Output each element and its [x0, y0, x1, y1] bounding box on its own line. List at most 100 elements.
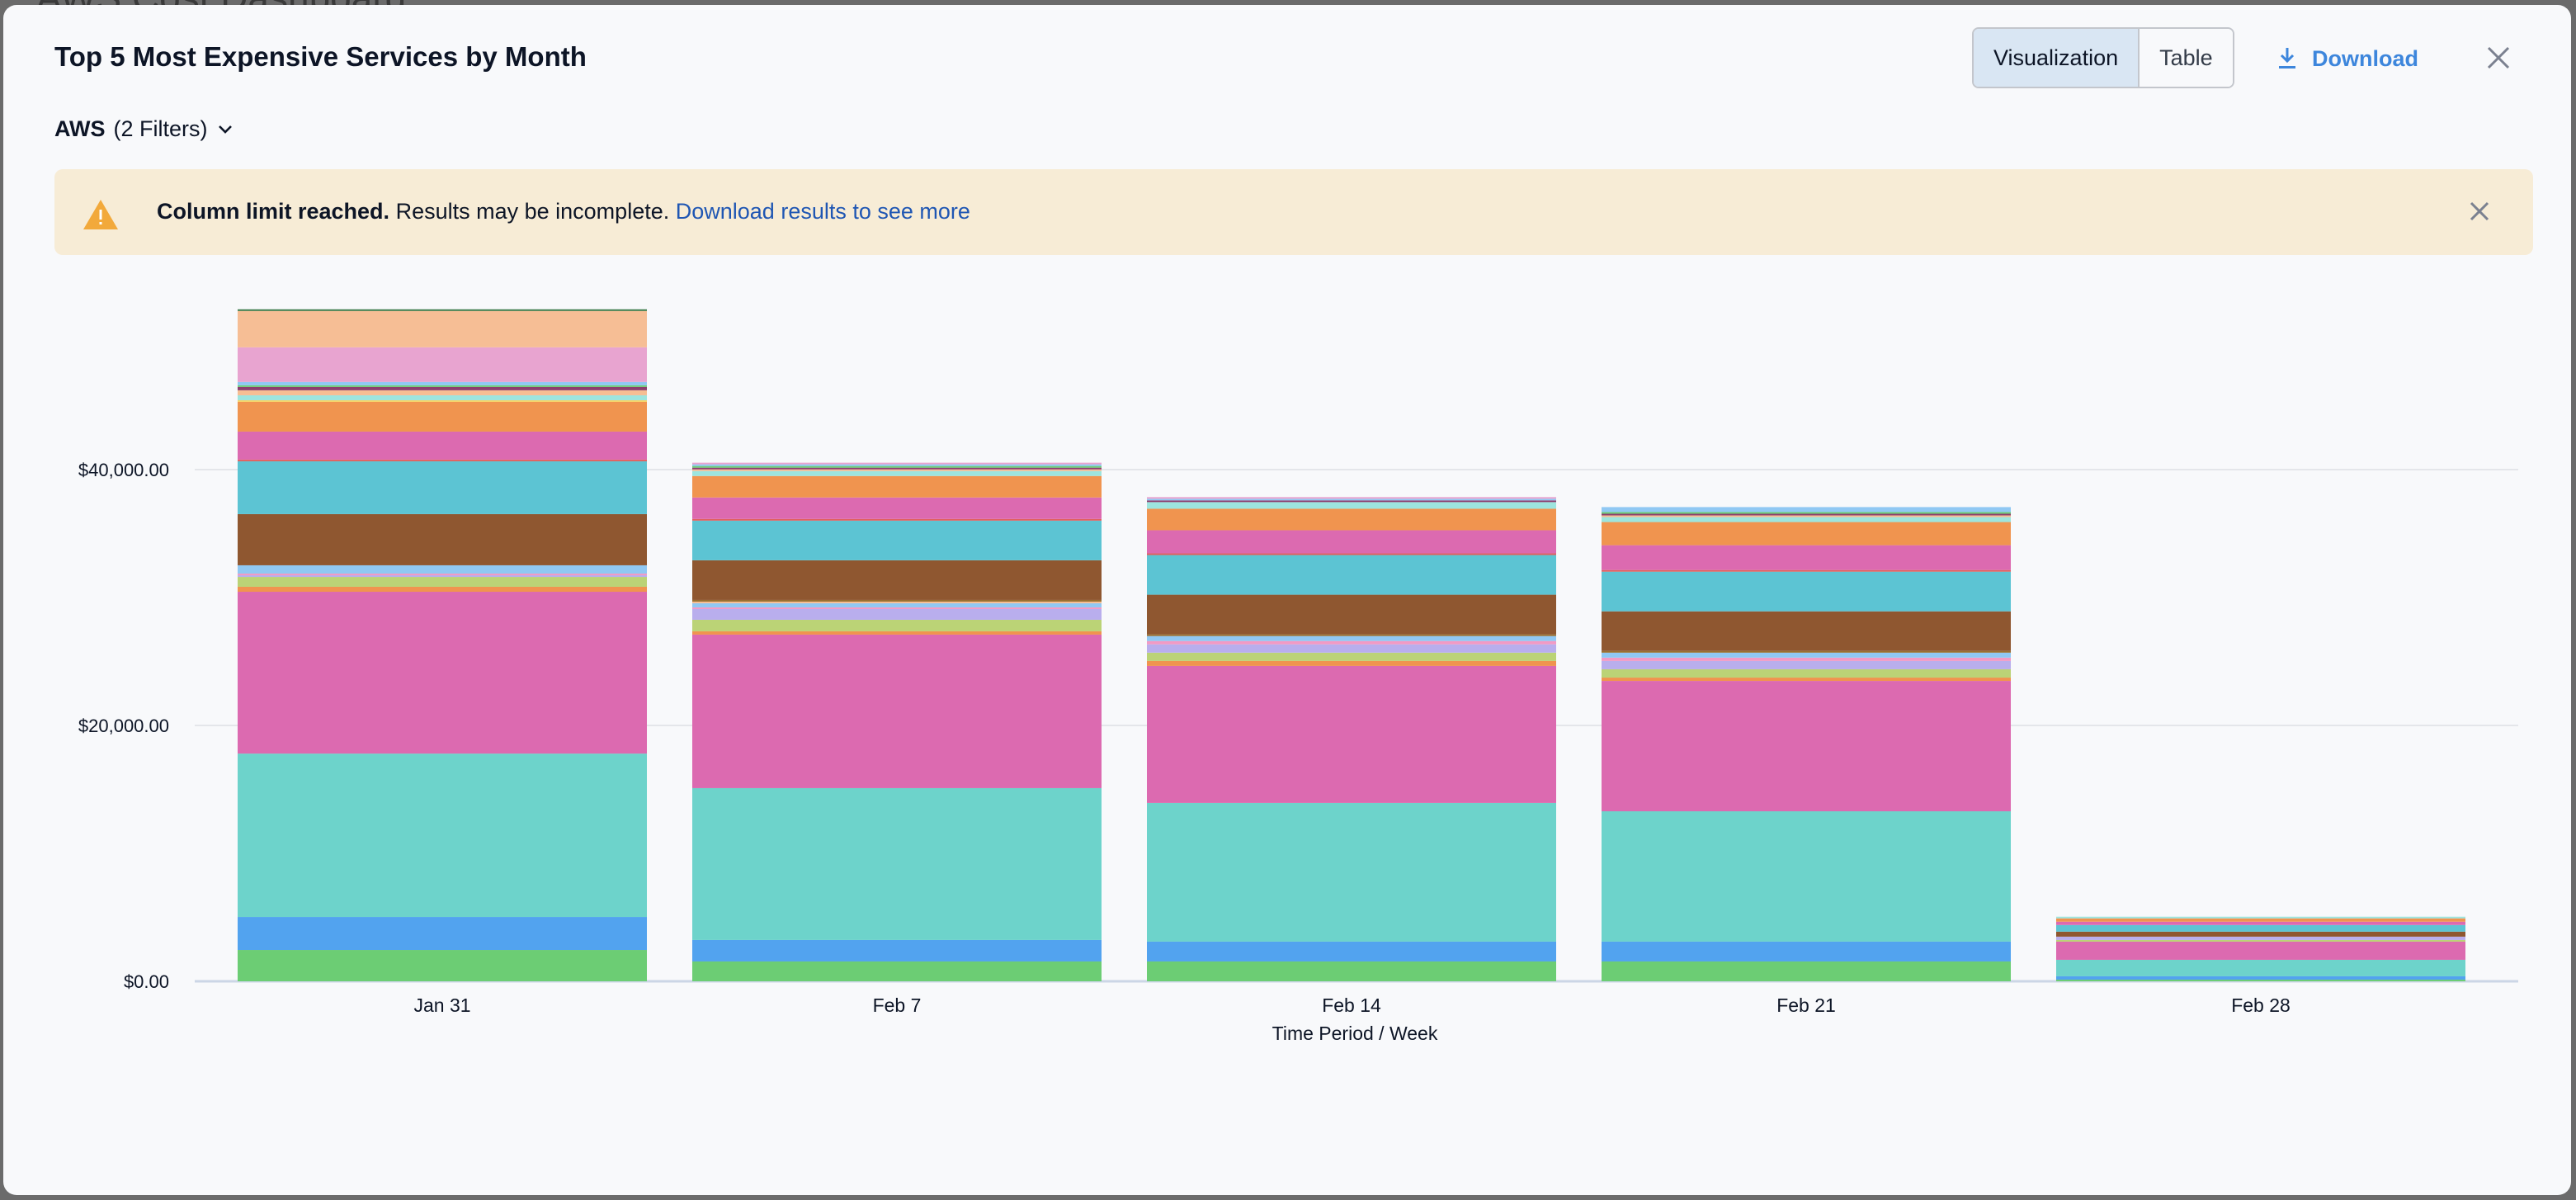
bar-segment[interactable]: [1602, 571, 2011, 612]
bar-segment[interactable]: [1602, 681, 2011, 812]
bar-segment[interactable]: [692, 464, 1102, 466]
bar-segment[interactable]: [1147, 635, 1556, 641]
bar-segment[interactable]: [1147, 652, 1556, 661]
bar-segment[interactable]: [238, 513, 647, 565]
bar-segment[interactable]: [692, 634, 1102, 788]
bar-segment[interactable]: [1147, 802, 1556, 942]
bar-segment[interactable]: [692, 469, 1102, 471]
bar-segment[interactable]: [692, 602, 1102, 607]
bar-segment[interactable]: [1147, 555, 1556, 595]
bar-segment[interactable]: [238, 459, 647, 461]
bar-segment[interactable]: [692, 607, 1102, 609]
bar-segment[interactable]: [1147, 502, 1556, 509]
bar-segment[interactable]: [1602, 941, 2011, 961]
close-icon[interactable]: [2484, 43, 2513, 73]
bar-segment[interactable]: [1602, 611, 2011, 651]
bar-segment[interactable]: [692, 599, 1102, 602]
download-button[interactable]: Download: [2277, 38, 2418, 79]
bar-segment[interactable]: [238, 461, 647, 514]
bar-segment[interactable]: [1602, 522, 2011, 546]
bar-segment[interactable]: [2056, 939, 2465, 942]
bar-segment[interactable]: [2056, 916, 2465, 919]
bar-segment[interactable]: [238, 754, 647, 918]
bar-segment[interactable]: [692, 560, 1102, 600]
bar-segment[interactable]: [238, 431, 647, 460]
bar-segment[interactable]: [1147, 594, 1556, 635]
bar-segment[interactable]: [238, 565, 647, 574]
bar-segment[interactable]: [238, 309, 647, 311]
bar-segment[interactable]: [1602, 678, 2011, 682]
bar-segment[interactable]: [2056, 941, 2465, 960]
bar-segment[interactable]: [692, 601, 1102, 603]
bar-segment[interactable]: [1147, 941, 1556, 961]
bar-segment[interactable]: [238, 575, 647, 578]
bar-segment[interactable]: [238, 586, 647, 593]
bar-segment[interactable]: [692, 619, 1102, 631]
bar-segment[interactable]: [238, 394, 647, 400]
bar-segment[interactable]: [238, 917, 647, 951]
bar-segment[interactable]: [692, 518, 1102, 521]
bar-segment[interactable]: [1602, 660, 2011, 669]
bar-segment[interactable]: [1602, 517, 2011, 522]
bar-segment[interactable]: [238, 386, 647, 390]
bar-segment[interactable]: [692, 475, 1102, 498]
bar-segment[interactable]: [1147, 634, 1556, 636]
bar-segment[interactable]: [1147, 961, 1556, 981]
bar-segment[interactable]: [1147, 530, 1556, 554]
bar-segment[interactable]: [2056, 959, 2465, 976]
bar-segment[interactable]: [692, 470, 1102, 476]
bar-segment[interactable]: [2056, 936, 2465, 940]
bar-segment[interactable]: [1147, 553, 1556, 555]
bar-segment[interactable]: [2056, 924, 2465, 932]
bar-segment[interactable]: [1147, 660, 1556, 666]
bar-segment[interactable]: [1147, 498, 1556, 501]
bar-segment[interactable]: [238, 385, 647, 387]
tab-table[interactable]: Table: [2140, 29, 2233, 87]
bar-segment[interactable]: [2056, 979, 2465, 981]
bar-segment[interactable]: [238, 577, 647, 587]
bar-segment[interactable]: [1602, 669, 2011, 678]
bar-segment[interactable]: [2056, 931, 2465, 937]
bar-segment[interactable]: [1602, 652, 2011, 658]
bar-segment[interactable]: [692, 467, 1102, 470]
bar-segment[interactable]: [2056, 918, 2465, 922]
bar-segment[interactable]: [238, 347, 647, 382]
bar-segment[interactable]: [1147, 500, 1556, 503]
bar-segment[interactable]: [1147, 508, 1556, 531]
bar-segment[interactable]: [1602, 569, 2011, 572]
bar-segment[interactable]: [1147, 640, 1556, 645]
download-results-link[interactable]: Download results to see more: [675, 199, 970, 224]
bar-segment[interactable]: [692, 787, 1102, 940]
bar-segment[interactable]: [2056, 921, 2465, 925]
bar-segment[interactable]: [1147, 665, 1556, 803]
bar-segment[interactable]: [692, 631, 1102, 635]
bar-segment[interactable]: [238, 574, 647, 576]
bar-segment[interactable]: [1602, 811, 2011, 942]
bar-segment[interactable]: [238, 950, 647, 981]
bar-segment[interactable]: [692, 939, 1102, 961]
bar-segment[interactable]: [1602, 507, 2011, 513]
bar-segment[interactable]: [238, 381, 647, 385]
bar-segment[interactable]: [1147, 644, 1556, 653]
banner-close-icon[interactable]: [2467, 199, 2492, 224]
bar-segment[interactable]: [1602, 657, 2011, 661]
bar-segment[interactable]: [238, 390, 647, 395]
bar-segment[interactable]: [238, 592, 647, 754]
tab-visualization[interactable]: Visualization: [1974, 29, 2140, 87]
bar-segment[interactable]: [1147, 497, 1556, 499]
bar-segment[interactable]: [1602, 545, 2011, 570]
bar-segment[interactable]: [692, 608, 1102, 620]
filters-dropdown[interactable]: AWS (2 Filters): [54, 116, 234, 142]
bar-segment[interactable]: [238, 310, 647, 347]
bar-segment[interactable]: [692, 961, 1102, 981]
bar-segment[interactable]: [1602, 512, 2011, 514]
bar-segment[interactable]: [692, 497, 1102, 519]
bar-segment[interactable]: [1602, 513, 2011, 516]
bar-segment[interactable]: [2056, 976, 2465, 980]
bar-segment[interactable]: [692, 520, 1102, 560]
bar-segment[interactable]: [1602, 961, 2011, 981]
bar-segment[interactable]: [1602, 515, 2011, 517]
bar-segment[interactable]: [1602, 650, 2011, 653]
bar-segment[interactable]: [692, 465, 1102, 468]
bar-segment[interactable]: [692, 462, 1102, 465]
